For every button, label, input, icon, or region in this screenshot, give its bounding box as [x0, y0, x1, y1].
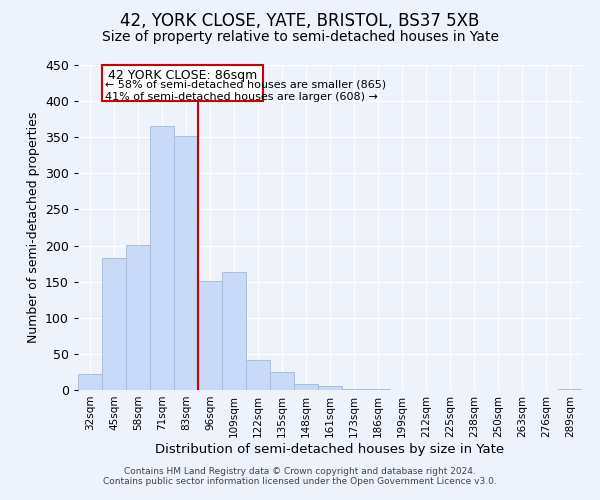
Bar — [558, 388, 582, 390]
Bar — [222, 272, 246, 390]
Bar — [126, 245, 150, 390]
Bar — [102, 258, 126, 390]
Bar — [270, 372, 294, 390]
Text: 41% of semi-detached houses are larger (608) →: 41% of semi-detached houses are larger (… — [105, 92, 378, 102]
Bar — [150, 126, 174, 390]
Text: 42 YORK CLOSE: 86sqm: 42 YORK CLOSE: 86sqm — [108, 68, 257, 82]
Bar — [246, 360, 270, 390]
Bar — [318, 386, 342, 390]
Bar — [198, 281, 222, 390]
Bar — [174, 136, 198, 390]
Y-axis label: Number of semi-detached properties: Number of semi-detached properties — [26, 112, 40, 343]
Text: ← 58% of semi-detached houses are smaller (865): ← 58% of semi-detached houses are smalle… — [105, 80, 386, 90]
X-axis label: Distribution of semi-detached houses by size in Yate: Distribution of semi-detached houses by … — [155, 442, 505, 456]
Bar — [294, 384, 318, 390]
Text: Size of property relative to semi-detached houses in Yate: Size of property relative to semi-detach… — [101, 30, 499, 44]
Bar — [78, 374, 102, 390]
FancyBboxPatch shape — [102, 65, 263, 101]
Text: 42, YORK CLOSE, YATE, BRISTOL, BS37 5XB: 42, YORK CLOSE, YATE, BRISTOL, BS37 5XB — [121, 12, 479, 30]
Text: Contains public sector information licensed under the Open Government Licence v3: Contains public sector information licen… — [103, 477, 497, 486]
Text: Contains HM Land Registry data © Crown copyright and database right 2024.: Contains HM Land Registry data © Crown c… — [124, 467, 476, 476]
